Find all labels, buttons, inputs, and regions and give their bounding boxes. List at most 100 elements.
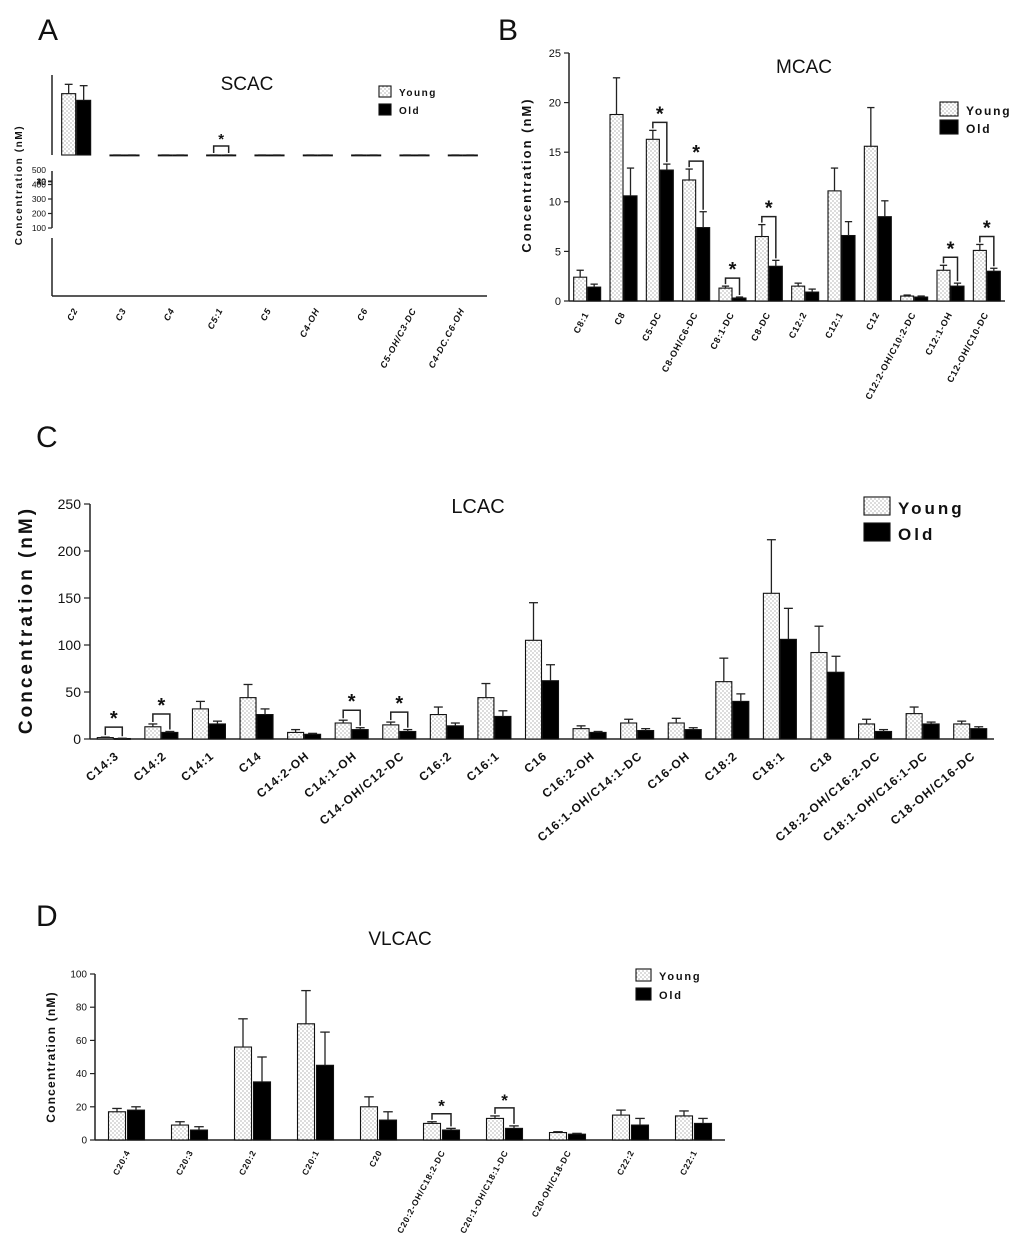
x-tick-label-c16-oh: C16-OH	[644, 749, 692, 793]
x-tick-label-c5: C5	[258, 306, 273, 322]
bar-young-c14-3	[96, 737, 114, 740]
bar-young-c12-1	[827, 190, 842, 302]
bar-old-c12-oh-c10-dc	[986, 270, 1001, 302]
bar-young-c18	[810, 651, 828, 740]
significance-star-c8-oh-c6-dc: *	[692, 142, 700, 164]
y-tick-label: 20	[76, 1102, 88, 1113]
bar-young-c18-1	[762, 592, 780, 740]
significance-bracket-c8-oh-c6-dc	[688, 160, 704, 210]
significance-bracket-c5-1	[212, 145, 230, 153]
panel-letter-b: B	[498, 14, 518, 47]
bar-young-c14-1-oh	[334, 722, 352, 740]
bar-old-c14-oh-c12-dc	[399, 730, 417, 740]
significance-bracket-c12-oh-c10-dc	[979, 235, 995, 267]
bar-young-c18-1-oh-c16-1-dc	[905, 713, 923, 740]
chart-lcac: 0 50 100 150 200 250 LCAC Concentration (nM) * C1…	[16, 496, 994, 844]
x-tick-label-c20-1: C20:1	[300, 1148, 322, 1177]
significance-bracket-c14-3	[104, 726, 124, 737]
chart-title: LCAC	[451, 496, 504, 518]
bar-old-c22-2	[630, 1124, 650, 1141]
x-tick-label-c8-oh-c6-dc: C8-OH/C6-DC	[660, 310, 700, 374]
bar-young-c8-1	[573, 276, 588, 302]
x-tick-label-c12-2: C12:2	[787, 310, 809, 340]
y-tick-label: 0	[73, 731, 81, 747]
significance-star-c8-1-dc: *	[729, 259, 737, 281]
bar-old-c14-2-oh	[304, 733, 322, 740]
bar-old-c18-oh-c16-dc	[970, 728, 988, 740]
bar-young-c8-oh-c6-dc	[682, 179, 697, 302]
significance-star-c20-1-oh-c18-1-dc: *	[501, 1091, 508, 1110]
bar-old-c20	[378, 1119, 398, 1141]
bar-old-c14-1	[208, 723, 226, 740]
x-tick-label-c2: C2	[65, 306, 80, 322]
significance-bracket-c20-2-oh-c18-2-dc	[431, 1112, 452, 1127]
bar-old-c8-dc	[768, 265, 783, 302]
legend-swatch-old	[635, 987, 652, 1001]
legend-swatch-young	[863, 496, 891, 516]
bar-old-c8-1	[587, 286, 602, 302]
bar-young-c16	[524, 639, 543, 740]
legend-label-old: Old	[898, 525, 935, 544]
x-tick-label-c4: C4	[162, 306, 177, 322]
bar-old-c16-1-oh-c14-1-dc	[637, 729, 655, 740]
y-tick-label: 0	[555, 296, 561, 308]
x-tick-label-c20-3: C20:3	[174, 1148, 196, 1177]
y-tick-label: 40	[76, 1069, 88, 1080]
x-tick-label-c12-oh-c10-dc: C12-OH/C10-DC	[945, 310, 991, 384]
bar-young-c12-2	[791, 285, 806, 302]
significance-bracket-c14-oh-c12-dc	[390, 711, 409, 728]
legend-swatch-young	[378, 85, 392, 98]
x-tick-label-c18: C18	[807, 749, 836, 776]
bar-old-c18-1	[779, 638, 797, 740]
bar-old-c16-oh	[684, 729, 702, 740]
significance-star-c5-dc: *	[656, 103, 664, 125]
x-tick-label-c3: C3	[113, 306, 128, 322]
y-axis-label: Concentration (nM)	[16, 506, 37, 734]
bar-old-c18	[827, 671, 845, 740]
x-tick-label-c18-1: C18:1	[749, 749, 788, 785]
y-tick-label: 5	[555, 246, 561, 258]
x-tick-label-c16-2: C16:2	[416, 749, 455, 785]
bar-young-c12-1-oh	[936, 269, 951, 302]
bar-old-c18-2-oh-c16-2-dc	[875, 730, 893, 740]
x-tick-label-c14-2: C14:2	[131, 749, 170, 785]
bar-young-c16-1-oh-c14-1-dc	[620, 722, 638, 740]
bar-young-c16-2-oh	[572, 728, 590, 740]
significance-star-c14-2: *	[157, 695, 165, 717]
significance-star-c14-oh-c12-dc: *	[395, 693, 403, 715]
y-tick-label: 25	[549, 48, 561, 60]
chart-mcac: 0 5 10 15 20 25 MCAC Concentration (nM) C8:1 C8 * C…	[519, 48, 1010, 401]
y-tick-label: 100	[58, 637, 82, 653]
bar-old-c22-1	[693, 1122, 713, 1141]
bar-young-c14-oh-c12-dc	[382, 724, 400, 740]
axis-break-gap	[46, 233, 489, 238]
significance-star-c14-1-oh: *	[348, 691, 356, 713]
y-tick-label: 300	[32, 194, 46, 204]
y-tick-label: 100	[70, 970, 87, 981]
bar-old-c14-1-oh	[351, 729, 369, 740]
y-tick-label: 0	[81, 1136, 87, 1147]
bar-young-c22-2	[611, 1114, 631, 1141]
significance-bracket-c20-1-oh-c18-1-dc	[494, 1107, 515, 1124]
bar-old-c20-1-oh-c18-1-dc	[504, 1127, 524, 1141]
bar-young-c20-oh-c18-dc	[548, 1131, 568, 1141]
bar-young-c12-2-oh-c10-2-dc	[900, 295, 915, 302]
x-tick-label-c12-1-oh: C12:1-OH	[923, 310, 954, 357]
bar-old-c14	[256, 714, 274, 740]
bar-young-c20-2-oh-c18-2-dc	[422, 1122, 442, 1141]
bar-young-c20	[359, 1106, 379, 1141]
bar-young-c14	[239, 697, 257, 740]
significance-bracket-c12-1-oh	[942, 256, 959, 282]
significance-star-c14-3: *	[110, 708, 118, 730]
bar-old-c20-1	[315, 1064, 335, 1141]
significance-bracket-c14-1-oh	[342, 709, 361, 726]
significance-bracket-c14-2	[152, 713, 171, 730]
y-tick-label: 150	[58, 590, 82, 606]
bar-old-c8-oh-c6-dc	[696, 227, 711, 302]
bar-old-c2	[76, 99, 92, 156]
bar-young-c8	[609, 113, 624, 302]
y-tick-label: 100	[32, 223, 46, 233]
bar-young-c16-oh	[667, 722, 685, 740]
significance-star-c5-1: *	[218, 131, 224, 148]
